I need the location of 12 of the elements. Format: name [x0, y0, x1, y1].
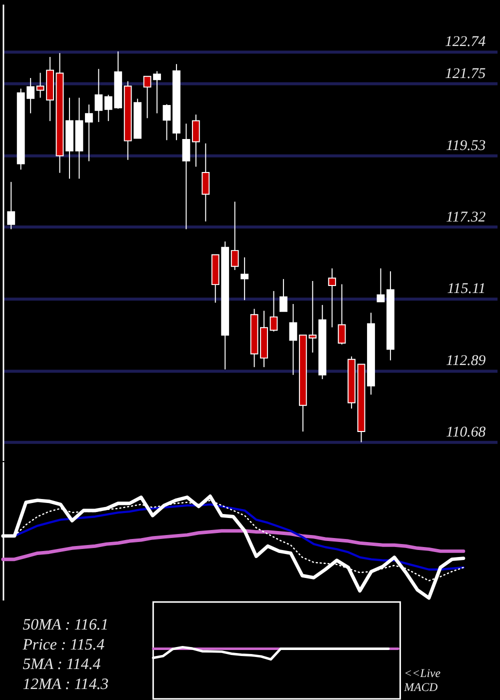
y-tick-label: 117.32 — [446, 209, 486, 226]
y-tick-label: 122.74 — [444, 34, 486, 50]
text: 12MA : 114.3 — [22, 676, 109, 693]
text: 50MA : 116.1 — [22, 616, 109, 634]
y-tick-label: 121.75 — [444, 66, 486, 82]
y-tick-label: 115.11 — [447, 281, 486, 298]
y-tick-label: 112.89 — [446, 352, 486, 369]
text: Price : 115.4 — [22, 636, 105, 654]
y-tick-label: 110.68 — [446, 424, 486, 440]
text: <<Live MACD — [403, 666, 441, 694]
y-tick-label: 119.53 — [446, 138, 486, 154]
text: 5MA : 114.4 — [22, 656, 101, 674]
